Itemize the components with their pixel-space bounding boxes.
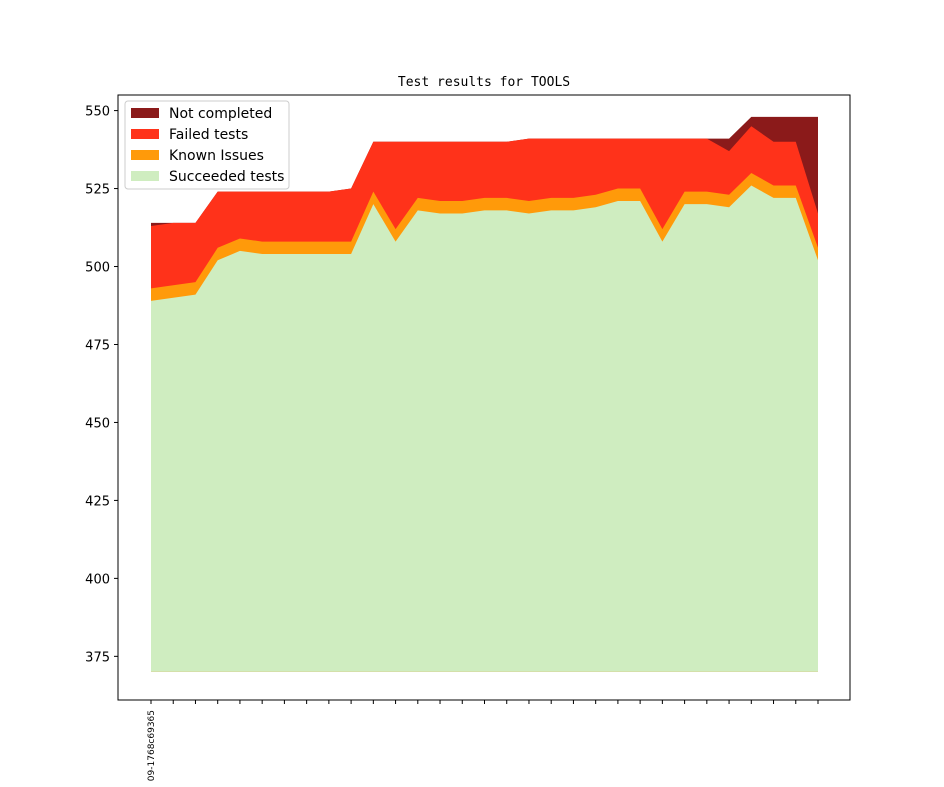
y-tick-label: 425 bbox=[85, 494, 110, 509]
areas-layer bbox=[151, 116, 818, 672]
legend: Not completed Failed tests Known Issues Suc… bbox=[124, 100, 290, 190]
legend-swatch bbox=[131, 171, 159, 181]
y-tick-label: 525 bbox=[85, 183, 110, 198]
legend-swatch bbox=[131, 150, 159, 160]
legend-swatch bbox=[131, 108, 159, 118]
legend-label: Succeeded tests bbox=[169, 169, 284, 185]
legend-label: Known Issues bbox=[169, 148, 264, 164]
chart-title: Test results for TOOLS bbox=[398, 75, 570, 90]
legend-box bbox=[124, 100, 290, 190]
y-tick-label: 475 bbox=[85, 338, 110, 353]
x-axis: 09-1768c69365 bbox=[147, 700, 819, 781]
y-tick-label: 400 bbox=[85, 572, 110, 587]
y-axis: 375 400 425 450 475 500 525 550 bbox=[85, 105, 118, 665]
y-tick-label: 450 bbox=[85, 416, 110, 431]
y-tick-label: 550 bbox=[85, 105, 110, 120]
x-tick-label: 09-1768c69365 bbox=[147, 710, 157, 781]
legend-label: Not completed bbox=[169, 106, 272, 122]
area-succeeded-tests bbox=[151, 185, 818, 672]
legend-label: Failed tests bbox=[169, 127, 248, 143]
y-tick-label: 500 bbox=[85, 261, 110, 276]
y-tick-label: 375 bbox=[85, 650, 110, 665]
legend-swatch bbox=[131, 129, 159, 139]
